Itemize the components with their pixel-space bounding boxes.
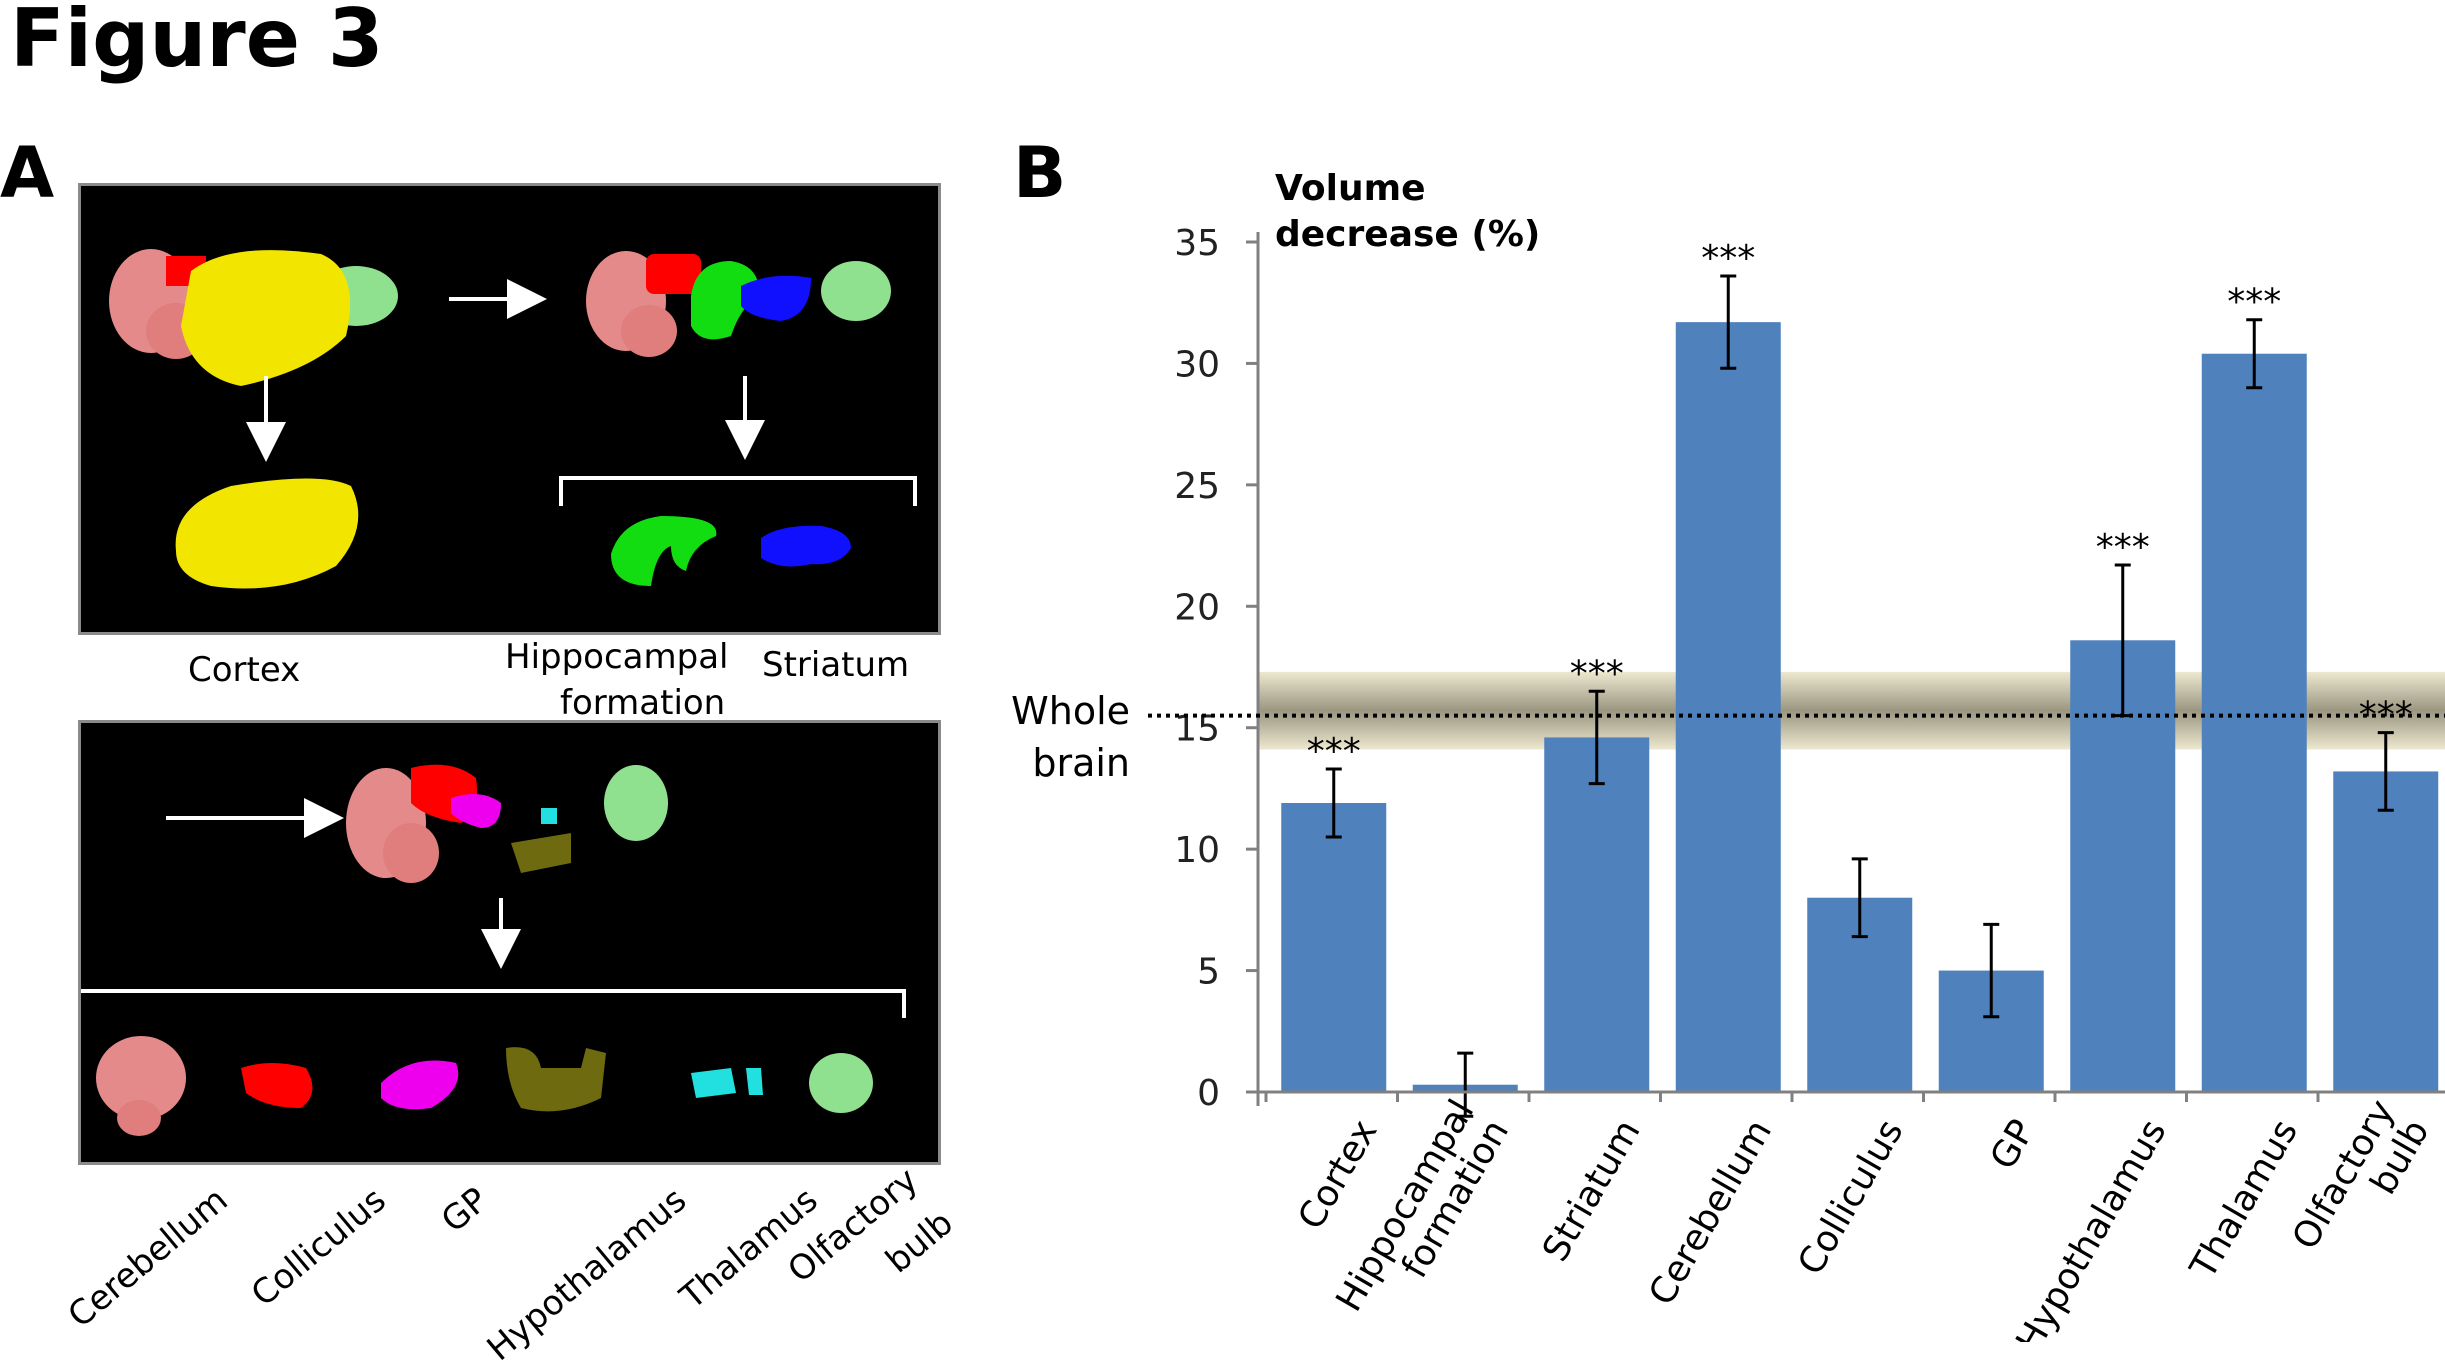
x-tick-label-4: Colliculus: [1790, 1113, 1911, 1282]
significance-label-2: ***: [1570, 653, 1624, 694]
bracket-top: [559, 476, 917, 506]
x-tick-label-5: GP: [1983, 1113, 2043, 1176]
significance-label-8: ***: [2359, 695, 2413, 736]
brain-render-bottom: [74, 720, 941, 1165]
striatum-model: [761, 525, 851, 567]
error-bar-4: [1851, 857, 1868, 939]
significance-label-7: ***: [2227, 282, 2281, 323]
thalamus-model: [691, 1068, 763, 1098]
brain-render-top-svg: [109, 249, 917, 589]
whole-brain-model: [109, 249, 398, 386]
error-bar-7: [2246, 318, 2263, 390]
colliculus-model: [241, 1063, 313, 1108]
panel-b-letter: B: [1013, 132, 1067, 214]
figure-title: Figure 3: [10, 0, 384, 85]
error-bar-0: [1325, 767, 1342, 839]
y-tick-label-5: 25: [1174, 466, 1220, 507]
y-tick-label-0: 0: [1197, 1073, 1220, 1114]
hippocampus-model: [611, 516, 717, 586]
error-bar-3: [1720, 274, 1737, 370]
error-bar-1: [1457, 1051, 1474, 1118]
brain-render-bottom-svg: [74, 764, 906, 1136]
y-tick-label-2: 10: [1174, 830, 1220, 871]
error-bar-2: [1588, 689, 1605, 786]
x-tick-label-2: Striatum: [1535, 1113, 1648, 1268]
panel-a-letter: A: [0, 132, 55, 214]
bar-7: [2201, 353, 2307, 1092]
y-tick-label-1: 5: [1197, 952, 1220, 993]
x-tick-label-7-line-0: Thalamus: [2182, 1113, 2306, 1286]
olfactory-bulb-model: [809, 1053, 873, 1113]
cerebellum-model: [96, 1036, 186, 1136]
significance-label-0: ***: [1307, 731, 1361, 772]
label-formation: formation: [560, 683, 726, 723]
hypothalamus-model: [506, 1047, 606, 1112]
chart-title-line-2: decrease (%): [1275, 214, 1540, 255]
y-tick-label-6: 30: [1174, 344, 1220, 385]
reference-label-line-1: Whole: [1011, 689, 1130, 733]
y-tick-label-7: 35: [1174, 223, 1220, 264]
x-tick-label-3: Cerebellum: [1641, 1113, 1780, 1312]
error-bar-5: [1983, 922, 2000, 1019]
x-tick-label-0-line-0: Cortex: [1291, 1113, 1386, 1236]
bar-3: [1675, 322, 1781, 1093]
significance-label-3: ***: [1701, 238, 1755, 279]
significance-label-6: ***: [2096, 527, 2150, 568]
x-tick-label-7: Thalamus: [2182, 1113, 2306, 1286]
x-tick-label-3-line-0: Cerebellum: [1641, 1113, 1780, 1312]
label-striatum: Striatum: [762, 645, 910, 685]
chart-title-line-1: Volume: [1275, 168, 1426, 209]
brain-render-top: [78, 183, 941, 635]
label-hippocampal: Hippocampal: [505, 637, 729, 677]
gp-model: [381, 1060, 459, 1110]
bar-2: [1544, 737, 1650, 1092]
x-tick-label-2-line-0: Striatum: [1535, 1113, 1648, 1268]
label-cortex: Cortex: [188, 650, 301, 690]
subcortical-brain-model: [346, 764, 668, 883]
bar-8: [2333, 771, 2439, 1092]
error-bar-8: [2377, 731, 2394, 812]
cortex-model: [175, 478, 359, 589]
y-tick-label-4: 20: [1174, 587, 1220, 628]
brain-without-cortex-model: [586, 251, 891, 357]
x-tick-label-4-line-0: Colliculus: [1790, 1113, 1911, 1282]
x-tick-label-0: Cortex: [1291, 1113, 1386, 1236]
reference-label-line-2: brain: [1032, 741, 1130, 785]
x-tick-label-5-line-0: GP: [1983, 1113, 2043, 1176]
bar-0: [1281, 803, 1387, 1092]
